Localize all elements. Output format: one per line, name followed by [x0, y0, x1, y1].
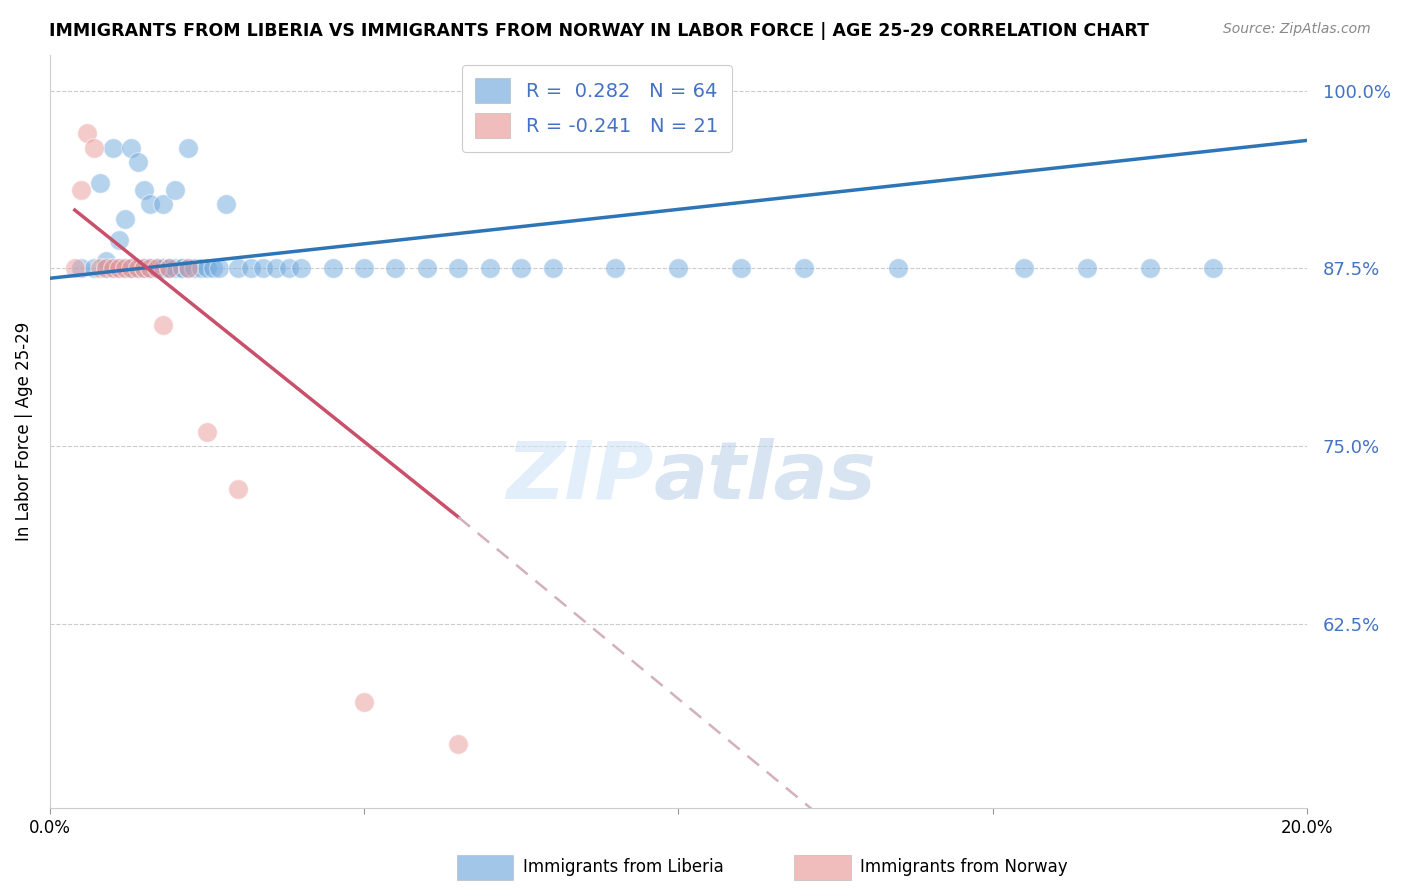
Point	[157, 261, 180, 276]
Point	[132, 261, 155, 276]
Point	[139, 261, 162, 276]
Point	[510, 261, 533, 276]
Point	[96, 254, 118, 268]
Point	[195, 425, 218, 439]
Point	[70, 261, 93, 276]
Point	[145, 261, 167, 276]
Point	[152, 318, 174, 333]
Point	[108, 261, 131, 276]
Point	[1139, 261, 1161, 276]
Point	[120, 261, 142, 276]
Text: Immigrants from Liberia: Immigrants from Liberia	[523, 858, 724, 876]
Point	[127, 154, 149, 169]
Text: IMMIGRANTS FROM LIBERIA VS IMMIGRANTS FROM NORWAY IN LABOR FORCE | AGE 25-29 COR: IMMIGRANTS FROM LIBERIA VS IMMIGRANTS FR…	[49, 22, 1149, 40]
Point	[165, 261, 187, 276]
Point	[170, 261, 193, 276]
Point	[114, 261, 136, 276]
Point	[145, 261, 167, 276]
Point	[145, 261, 167, 276]
Point	[252, 261, 274, 276]
Point	[152, 261, 174, 276]
Point	[108, 233, 131, 247]
Point	[447, 738, 470, 752]
Point	[157, 261, 180, 276]
Point	[215, 197, 238, 211]
Point	[157, 261, 180, 276]
Point	[152, 261, 174, 276]
Point	[177, 140, 200, 154]
Point	[152, 197, 174, 211]
Point	[384, 261, 406, 276]
Point	[195, 261, 218, 276]
Point	[76, 126, 98, 140]
Point	[70, 183, 93, 197]
Point	[132, 261, 155, 276]
Point	[1202, 261, 1225, 276]
Text: ZIP: ZIP	[506, 438, 654, 516]
Point	[177, 261, 200, 276]
Point	[120, 261, 142, 276]
Point	[1012, 261, 1035, 276]
Point	[353, 695, 375, 709]
Text: Immigrants from Norway: Immigrants from Norway	[860, 858, 1069, 876]
Text: atlas: atlas	[654, 438, 876, 516]
Point	[322, 261, 344, 276]
Point	[605, 261, 627, 276]
Point	[290, 261, 312, 276]
Point	[239, 261, 262, 276]
Point	[190, 261, 212, 276]
Point	[101, 261, 124, 276]
Point	[1076, 261, 1098, 276]
Point	[447, 261, 470, 276]
Point	[83, 261, 105, 276]
Point	[120, 261, 142, 276]
Text: Source: ZipAtlas.com: Source: ZipAtlas.com	[1223, 22, 1371, 37]
Point	[127, 261, 149, 276]
Point	[541, 261, 564, 276]
Point	[132, 261, 155, 276]
Point	[202, 261, 225, 276]
Point	[139, 261, 162, 276]
Point	[264, 261, 287, 276]
Point	[170, 261, 193, 276]
Point	[208, 261, 231, 276]
Point	[353, 261, 375, 276]
Point	[793, 261, 815, 276]
Point	[132, 183, 155, 197]
Point	[226, 261, 249, 276]
Point	[165, 183, 187, 197]
Point	[120, 140, 142, 154]
Point	[63, 261, 86, 276]
Legend: R =  0.282   N = 64, R = -0.241   N = 21: R = 0.282 N = 64, R = -0.241 N = 21	[461, 65, 731, 152]
Point	[89, 261, 111, 276]
Point	[478, 261, 501, 276]
Point	[177, 261, 200, 276]
Point	[730, 261, 752, 276]
Point	[101, 261, 124, 276]
Y-axis label: In Labor Force | Age 25-29: In Labor Force | Age 25-29	[15, 322, 32, 541]
Point	[108, 261, 131, 276]
Point	[139, 261, 162, 276]
Point	[416, 261, 439, 276]
Point	[101, 140, 124, 154]
Point	[83, 140, 105, 154]
Point	[114, 211, 136, 226]
Point	[666, 261, 689, 276]
Point	[89, 176, 111, 190]
Point	[127, 261, 149, 276]
Point	[183, 261, 205, 276]
Point	[277, 261, 299, 276]
Point	[96, 261, 118, 276]
Point	[887, 261, 910, 276]
Point	[96, 261, 118, 276]
Point	[226, 482, 249, 496]
Point	[139, 197, 162, 211]
Point	[114, 261, 136, 276]
